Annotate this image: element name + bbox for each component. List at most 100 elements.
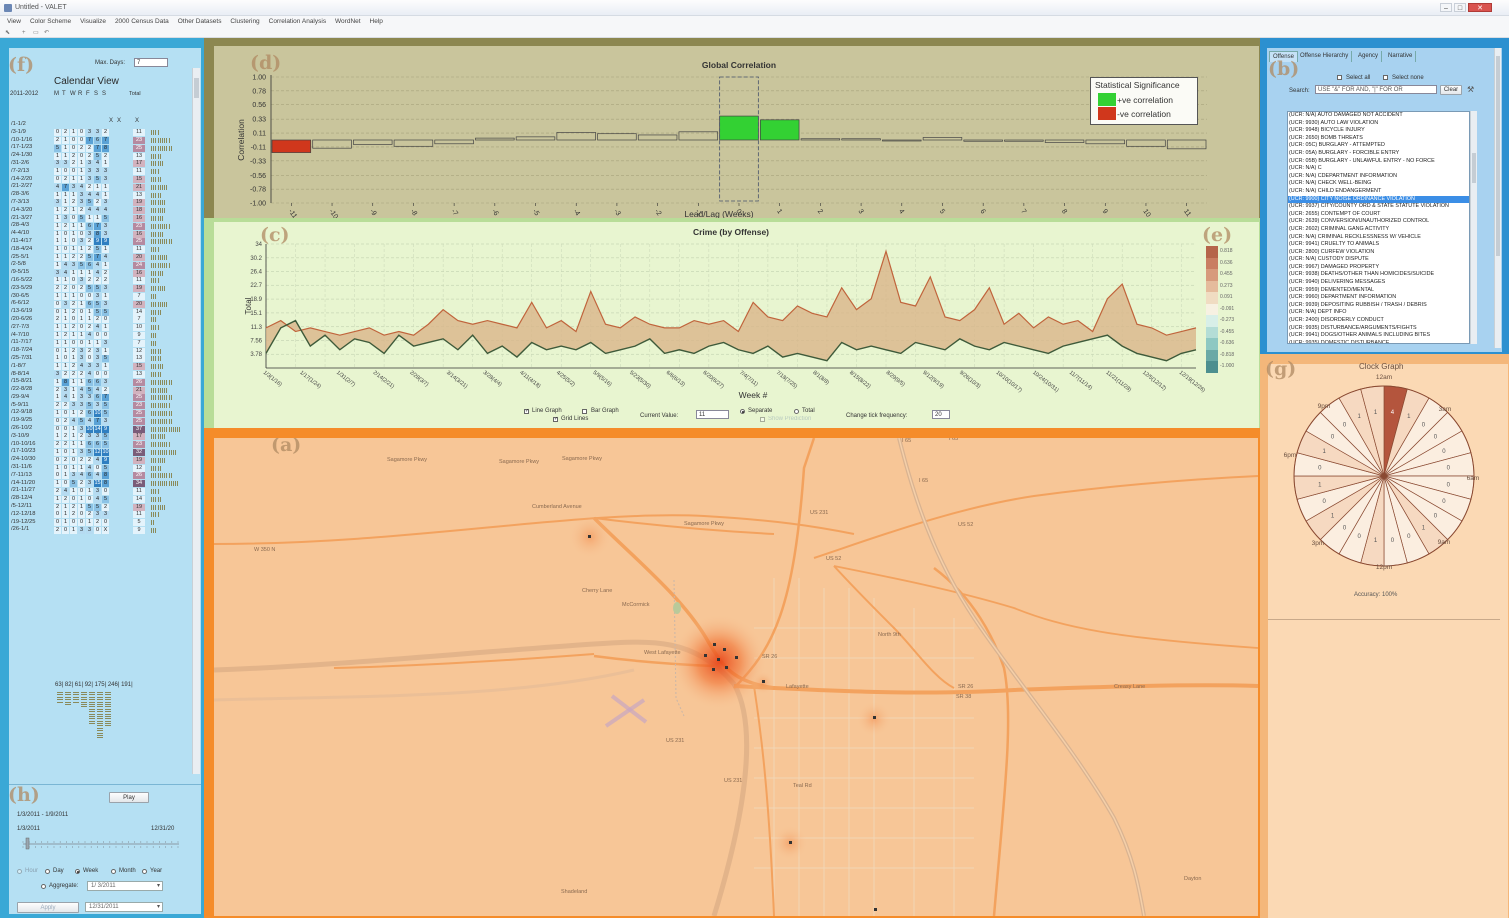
calendar-day-cell[interactable]: 2 [78,254,85,262]
calendar-day-cell[interactable]: 1 [94,215,101,223]
correlation-bar-6[interactable] [963,139,1003,142]
calendar-day-cell[interactable]: 0 [70,277,77,285]
calendar-day-cell[interactable]: 0 [102,332,109,340]
calendar-day-cell[interactable]: 1 [62,137,69,145]
calendar-day-cell[interactable]: 0 [54,417,61,425]
calendar-day-cell[interactable]: 3 [78,355,85,363]
calendar-day-cell[interactable]: 1 [70,222,77,230]
calendar-week-row[interactable]: /2-5/8 1 4 3 5 6 4 1 24 [11,261,197,269]
calendar-day-cell[interactable]: 2 [86,238,93,246]
calendar-day-cell[interactable]: 9 [102,456,109,464]
calendar-day-cell[interactable]: 5 [54,144,61,152]
calendar-day-cell[interactable]: 1 [62,293,69,301]
offense-list-item[interactable]: (UCR: 9941) CRUELTY TO ANIMALS [1289,241,1380,248]
zoom-tool-icon[interactable]: + [22,30,26,36]
calendar-day-cell[interactable]: 0 [70,316,77,324]
calendar-day-cell[interactable]: 3 [62,215,69,223]
calendar-day-cell[interactable]: 2 [102,129,109,137]
offense-list-item[interactable]: (UCR: 9938) DEATHS/OTHER THAN HOMICIDES/… [1289,271,1435,278]
crime-series-2-line[interactable] [265,319,1197,362]
calendar-week-row[interactable]: /30-6/5 1 1 1 0 0 3 1 7 [11,293,197,301]
correlation-bar-4[interactable] [882,139,922,142]
calendar-day-cell[interactable]: 1 [78,160,85,168]
calendar-day-cell[interactable]: 1 [54,378,61,386]
correlation-bar--8[interactable] [393,139,434,147]
calendar-day-cell[interactable]: 10 [86,425,93,433]
offense-list-item[interactable]: (UCR: 9967) DAMAGED PROPERTY [1289,263,1380,270]
calendar-day-cell[interactable]: 1 [86,308,93,316]
menu-census-data[interactable]: 2000 Census Data [114,18,169,25]
calendar-week-row[interactable]: /31-2/6 3 3 2 1 3 4 1 17 [11,160,197,168]
calendar-day-cell[interactable]: 1 [102,293,109,301]
calendar-day-cell[interactable]: 0 [70,168,77,176]
calendar-day-cell[interactable]: 1 [54,293,61,301]
calendar-day-cell[interactable]: 2 [86,277,93,285]
calendar-day-cell[interactable]: 1 [54,433,61,441]
menu-other-datasets[interactable]: Other Datasets [177,18,222,25]
calendar-day-cell[interactable]: 2 [70,199,77,207]
offense-list-item[interactable]: (UCR: 2655) CONTEMPT OF COURT [1289,210,1381,217]
calendar-day-cell[interactable]: 1 [70,191,77,199]
calendar-day-cell[interactable]: 1 [78,464,85,472]
max-days-input[interactable]: 7 [134,58,168,67]
calendar-day-cell[interactable]: 0 [70,339,77,347]
calendar-day-cell[interactable]: 8 [102,480,109,488]
calendar-day-cell[interactable]: 1 [62,152,69,160]
calendar-day-cell[interactable]: 0 [78,339,85,347]
calendar-day-cell[interactable]: 3 [54,371,61,378]
calendar-day-cell[interactable]: 2 [62,129,69,137]
calendar-day-cell[interactable]: 7 [86,137,93,145]
calendar-week-row[interactable]: /10-10/16 2 2 1 1 6 6 5 23 [11,441,197,449]
calendar-day-cell[interactable]: 2 [62,222,69,230]
calendar-day-cell[interactable]: 2 [94,316,101,324]
calendar-day-cell[interactable]: 3 [102,230,109,238]
aggregate-to-date[interactable]: 12/31/2011 [85,902,163,912]
crime-by-offense-chart[interactable]: Crime (by Offense) 34 30.2 26.4 22.7 18.9 15.1… [214,222,1259,428]
calendar-week-row[interactable]: /7-11/13 0 1 3 4 6 4 8 26 [11,472,197,480]
correlation-bar--10[interactable] [312,139,352,149]
calendar-day-cell[interactable]: 1 [54,355,61,363]
calendar-day-cell[interactable]: 1 [62,308,69,316]
calendar-day-cell[interactable]: 1 [86,487,93,495]
calendar-day-cell[interactable]: 2 [62,441,69,449]
calendar-day-cell[interactable]: 4 [86,464,93,472]
granularity-radio-hour[interactable] [17,869,22,874]
calendar-day-cell[interactable]: 1 [70,129,77,137]
calendar-day-cell[interactable]: 1 [54,246,61,254]
calendar-day-cell[interactable]: 1 [70,425,77,433]
calendar-day-cell[interactable]: 3 [86,129,93,137]
calendar-day-cell[interactable]: 0 [78,487,85,495]
calendar-day-cell[interactable]: 0 [94,464,101,472]
calendar-day-cell[interactable]: 0 [94,371,101,378]
calendar-day-cell[interactable]: 7 [62,183,69,191]
offense-panel-scroll-thumb[interactable] [1496,56,1500,256]
aggregate-radio[interactable] [41,884,46,889]
calendar-day-cell[interactable]: 3 [54,199,61,207]
apply-button[interactable]: Apply [17,902,79,913]
calendar-day-cell[interactable]: 2 [86,246,93,254]
calendar-day-cell[interactable]: 3 [62,160,69,168]
calendar-day-cell[interactable]: 1 [54,222,61,230]
offense-list-item[interactable]: (UCR: N/A) C [1289,165,1322,172]
calendar-day-cell[interactable]: 1 [54,230,61,238]
calendar-day-cell[interactable]: 4 [86,191,93,199]
calendar-day-cell[interactable]: 1 [54,394,61,402]
correlation-bar-2[interactable] [800,138,841,141]
calendar-day-cell[interactable] [102,122,109,129]
calendar-day-cell[interactable]: 5 [78,417,85,425]
calendar-day-cell[interactable]: 0 [102,316,109,324]
calendar-day-cell[interactable]: 0 [78,519,85,527]
calendar-day-cell[interactable]: 1 [70,378,77,386]
calendar-week-row[interactable]: /1-1/2 [11,121,197,129]
calendar-day-cell[interactable]: 3 [78,199,85,207]
calendar-day-cell[interactable]: 1 [62,199,69,207]
calendar-day-cell[interactable]: 4 [54,183,61,191]
offense-list-item[interactable]: (UCR: 2800) CURFEW VIOLATION [1289,248,1375,255]
calendar-day-cell[interactable]: 4 [94,269,101,277]
calendar-day-cell[interactable]: 3 [78,277,85,285]
calendar-day-cell[interactable]: 3 [94,511,101,519]
calendar-day-cell[interactable]: 1 [102,261,109,269]
calendar-week-row[interactable]: /26-1/1 2 0 1 3 3 0 X 9 [11,526,197,534]
calendar-day-cell[interactable]: 1 [62,339,69,347]
calendar-day-cell[interactable]: 3 [78,526,85,534]
